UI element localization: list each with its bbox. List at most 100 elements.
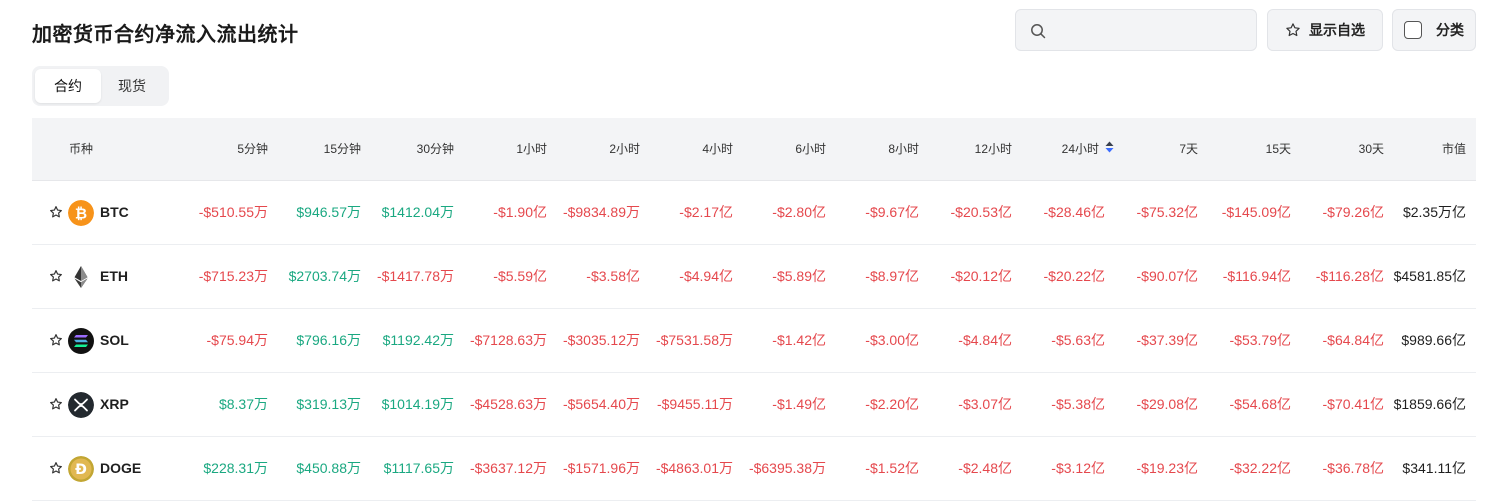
dogecoin-icon: Ð xyxy=(68,456,94,482)
flow-value-cell: -$4863.01万 xyxy=(655,460,733,476)
flow-value-cell: -$36.78亿 xyxy=(1322,460,1384,476)
flow-value-cell: $8.37万 xyxy=(218,396,268,412)
flow-value-cell: $1192.42万 xyxy=(382,332,454,348)
column-header-11[interactable]: 7天 xyxy=(1179,142,1198,156)
solana-icon xyxy=(68,328,94,354)
flow-value-cell: -$90.07亿 xyxy=(1136,268,1198,284)
coin-symbol[interactable]: XRP xyxy=(100,396,129,412)
flow-value-cell: -$3.58亿 xyxy=(586,268,640,284)
category-label: 分类 xyxy=(1436,22,1464,38)
flow-value-cell: -$1417.78万 xyxy=(376,268,454,284)
table-row[interactable]: Ð DOGE $228.31万 $450.88万 $1117.65万 -$3637.12万… xyxy=(32,437,1476,501)
flow-value-cell: -$4.84亿 xyxy=(958,332,1012,348)
flow-table: 币种 5分钟 15分钟 30分钟 1小时 2小时 4小时 6小时 8小时 12小时 24小时 7天 15… xyxy=(32,118,1476,501)
column-header-13[interactable]: 30天 xyxy=(1358,142,1384,156)
flow-value-cell: $1117.65万 xyxy=(383,460,454,476)
tab-spot[interactable]: 现货 xyxy=(118,78,146,94)
column-header-coin[interactable]: 币种 xyxy=(69,142,94,156)
column-header-9[interactable]: 12小时 xyxy=(974,142,1012,156)
show-favorites-label: 显示自选 xyxy=(1309,22,1365,38)
market-cap-cell: $2.35万亿 xyxy=(1402,204,1466,220)
column-header-5[interactable]: 2小时 xyxy=(609,142,640,156)
flow-value-cell: -$19.23亿 xyxy=(1136,460,1198,476)
market-cap-cell: $1859.66亿 xyxy=(1393,396,1466,412)
flow-value-cell: -$54.68亿 xyxy=(1229,396,1291,412)
flow-value-cell: -$9834.89万 xyxy=(562,204,640,220)
flow-value-cell: -$3.07亿 xyxy=(958,396,1012,412)
flow-value-cell: $946.57万 xyxy=(296,204,361,220)
favorite-star-icon[interactable] xyxy=(49,269,63,286)
column-header-14[interactable]: 市值 xyxy=(1441,142,1466,156)
ethereum-icon xyxy=(68,264,94,290)
favorite-star-icon[interactable] xyxy=(49,461,63,478)
flow-value-cell: -$6395.38万 xyxy=(748,460,826,476)
svg-text:₿: ₿ xyxy=(75,205,87,223)
search-box[interactable] xyxy=(1015,9,1257,51)
table-row[interactable]: ₿ BTC -$510.55万 $946.57万 $1412.04万 -$1.90亿 -$9… xyxy=(32,181,1476,245)
table-row[interactable]: SOL -$75.94万 $796.16万 $1192.42万 -$7128.63万 -$… xyxy=(32,309,1476,373)
table-row[interactable]: ETH -$715.23万 $2703.74万 -$1417.78万 -$5.59亿 -$… xyxy=(32,245,1476,309)
column-header-2[interactable]: 15分钟 xyxy=(323,142,361,156)
coin-symbol[interactable]: BTC xyxy=(100,204,129,220)
column-header-7[interactable]: 6小时 xyxy=(795,142,826,156)
flow-value-cell: -$20.12亿 xyxy=(950,268,1012,284)
market-cap-cell: $989.66亿 xyxy=(1401,332,1466,348)
flow-value-cell: -$32.22亿 xyxy=(1229,460,1291,476)
coin-symbol[interactable]: ETH xyxy=(100,268,128,284)
market-cap-cell: $341.11亿 xyxy=(1402,460,1466,476)
flow-value-cell: -$2.48亿 xyxy=(958,460,1012,476)
column-header-12[interactable]: 15天 xyxy=(1265,142,1291,156)
column-header-1[interactable]: 5分钟 xyxy=(237,142,268,156)
show-favorites-button[interactable]: 显示自选 xyxy=(1267,9,1383,51)
flow-value-cell: -$9455.11万 xyxy=(656,396,733,412)
category-checkbox[interactable] xyxy=(1404,21,1422,39)
table-row[interactable]: XRP $8.37万 $319.13万 $1014.19万 -$4528.63万 -$56… xyxy=(32,373,1476,437)
flow-value-cell: -$3035.12万 xyxy=(562,332,640,348)
column-header-4[interactable]: 1小时 xyxy=(516,142,547,156)
flow-value-cell: -$510.55万 xyxy=(198,204,268,220)
flow-value-cell: -$8.97亿 xyxy=(865,268,919,284)
column-header-10[interactable]: 24小时 xyxy=(1062,118,1114,180)
flow-value-cell: -$1571.96万 xyxy=(562,460,640,476)
flow-value-cell: -$1.49亿 xyxy=(772,396,826,412)
flow-value-cell: -$7128.63万 xyxy=(469,332,547,348)
flow-value-cell: -$1.52亿 xyxy=(865,460,919,476)
favorite-star-icon[interactable] xyxy=(49,397,63,414)
favorite-star-icon[interactable] xyxy=(49,333,63,350)
flow-value-cell: $319.13万 xyxy=(296,396,361,412)
flow-value-cell: -$1.42亿 xyxy=(772,332,826,348)
favorite-star-icon[interactable] xyxy=(49,205,63,222)
column-header-8[interactable]: 8小时 xyxy=(888,142,919,156)
flow-value-cell: -$715.23万 xyxy=(198,268,268,284)
search-input[interactable] xyxy=(1056,18,1250,44)
column-header-6[interactable]: 4小时 xyxy=(702,142,733,156)
tab-futures[interactable]: 合约 xyxy=(35,69,101,103)
table-header: 币种 5分钟 15分钟 30分钟 1小时 2小时 4小时 6小时 8小时 12小时 24小时 7天 15… xyxy=(32,118,1476,181)
flow-value-cell: -$53.79亿 xyxy=(1229,332,1291,348)
flow-value-cell: -$3637.12万 xyxy=(469,460,547,476)
sort-desc-icon[interactable] xyxy=(1105,118,1114,180)
flow-value-cell: -$145.09亿 xyxy=(1221,204,1291,220)
flow-value-cell: -$5.63亿 xyxy=(1051,332,1105,348)
coin-symbol[interactable]: DOGE xyxy=(100,460,142,476)
flow-value-cell: -$37.39亿 xyxy=(1136,332,1198,348)
flow-value-cell: -$2.17亿 xyxy=(679,204,733,220)
flow-value-cell: -$9.67亿 xyxy=(865,204,919,220)
flow-value-cell: -$75.32亿 xyxy=(1136,204,1198,220)
flow-value-cell: -$3.12亿 xyxy=(1051,460,1105,476)
flow-value-cell: -$7531.58万 xyxy=(655,332,733,348)
category-button[interactable]: 分类 xyxy=(1392,9,1476,51)
flow-value-cell: $450.88万 xyxy=(296,460,361,476)
column-header-3[interactable]: 30分钟 xyxy=(416,142,454,156)
flow-value-cell: -$3.00亿 xyxy=(865,332,919,348)
flow-value-cell: -$5654.40万 xyxy=(562,396,640,412)
flow-value-cell: -$116.94亿 xyxy=(1222,268,1291,284)
flow-value-cell: -$4528.63万 xyxy=(469,396,547,412)
flow-value-cell: -$2.80亿 xyxy=(772,204,826,220)
flow-value-cell: -$2.20亿 xyxy=(865,396,919,412)
table-body: ₿ BTC -$510.55万 $946.57万 $1412.04万 -$1.90亿 -$9… xyxy=(32,181,1476,501)
flow-value-cell: -$20.53亿 xyxy=(950,204,1012,220)
coin-symbol[interactable]: SOL xyxy=(100,332,129,348)
star-icon xyxy=(1286,23,1300,37)
flow-value-cell: -$64.84亿 xyxy=(1322,332,1384,348)
